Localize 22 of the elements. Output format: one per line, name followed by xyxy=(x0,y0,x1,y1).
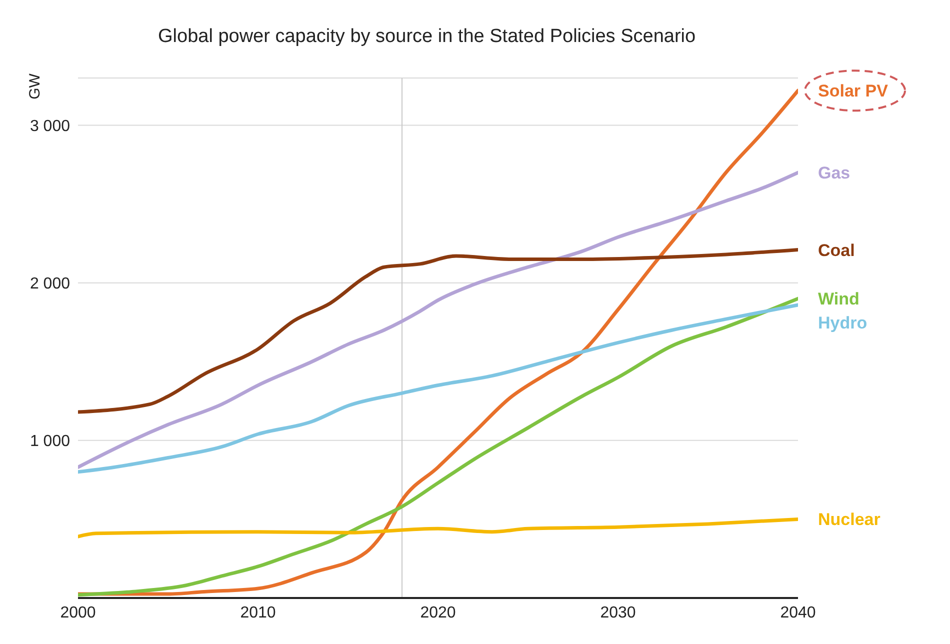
x-tick-label: 2030 xyxy=(600,604,636,622)
line-series xyxy=(78,303,798,474)
series-label: Gas xyxy=(818,164,850,183)
line-series xyxy=(78,296,798,597)
series-label: Wind xyxy=(818,290,860,309)
line-series xyxy=(78,517,798,538)
x-tick-label: 2000 xyxy=(60,604,96,622)
x-tick-label: 2010 xyxy=(240,604,276,622)
series-label: Nuclear xyxy=(818,510,881,530)
y-tick-label: 1 000 xyxy=(30,433,70,450)
series-label: Coal xyxy=(818,240,855,260)
line-series xyxy=(78,88,798,596)
chart-title: Global power capacity by source in the Stated Policies Scenario xyxy=(158,26,696,48)
y-tick-label: 2 000 xyxy=(30,276,70,293)
x-tick-label: 2040 xyxy=(780,604,816,622)
x-tick-label: 2020 xyxy=(420,604,456,622)
series-label: Hydro xyxy=(818,314,868,333)
y-tick-label: 3 000 xyxy=(30,118,70,135)
line-series xyxy=(78,170,798,469)
line-series xyxy=(78,248,798,414)
y-axis-title: GW xyxy=(26,74,44,100)
series-label: Solar PV xyxy=(818,82,889,101)
